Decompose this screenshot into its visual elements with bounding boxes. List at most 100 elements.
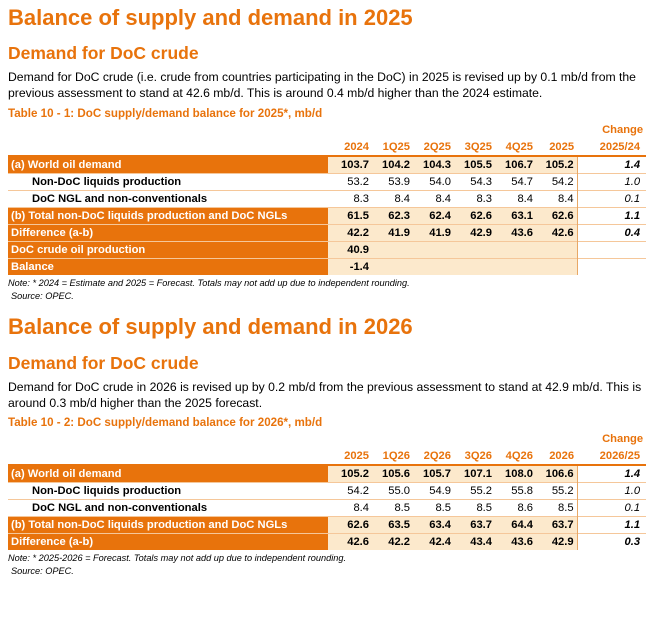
- row-label: (b) Total non-DoC liquids production and…: [8, 516, 328, 534]
- table-cell: 62.6: [454, 207, 495, 225]
- table-cell: [372, 241, 413, 259]
- table-cell: 55.0: [372, 482, 413, 500]
- change-cell: 0.1: [576, 190, 647, 208]
- table-cell: 42.4: [413, 533, 454, 550]
- col-header: 2026: [536, 446, 578, 466]
- table-cell: 106.6: [536, 464, 578, 483]
- table-cell: 107.1: [454, 464, 495, 483]
- table-cell: 8.5: [413, 499, 454, 517]
- table-cell: 104.3: [413, 155, 454, 174]
- col-header: 3Q26: [454, 446, 495, 466]
- table-cell: 64.4: [495, 516, 536, 534]
- col-header: 1Q26: [372, 446, 413, 466]
- table-cell: [413, 258, 454, 275]
- col-header: 2025: [328, 446, 372, 466]
- table-cell: 53.2: [328, 173, 372, 191]
- row-label: DoC NGL and non-conventionals: [8, 499, 328, 517]
- table-cell: -1.4: [328, 258, 372, 275]
- row-label: (a) World oil demand: [8, 464, 328, 483]
- table-caption-2025: Table 10 - 1: DoC supply/demand balance …: [8, 107, 323, 120]
- table-cell: 62.4: [413, 207, 454, 225]
- table-cell: 54.2: [328, 482, 372, 500]
- col-header: 2025/24: [577, 137, 647, 157]
- subtitle-2026: Demand for DoC crude: [8, 353, 199, 373]
- balance-table-2025: Change 2024 1Q25 2Q25 3Q25 4Q25 2025 202…: [8, 123, 647, 275]
- table-cell: 40.9: [328, 241, 372, 259]
- table-cell: 8.4: [495, 190, 536, 208]
- table-note-2025: Note: * 2024 = Estimate and 2025 = Forec…: [8, 278, 410, 288]
- table-source-2026: Source: OPEC.: [11, 566, 74, 576]
- row-label: Non-DoC liquids production: [8, 173, 328, 191]
- table-cell: 63.4: [413, 516, 454, 534]
- table-cell: 63.7: [454, 516, 495, 534]
- table-cell: 55.8: [495, 482, 536, 500]
- table-cell: 8.6: [495, 499, 536, 517]
- table-cell: 43.6: [495, 533, 536, 550]
- table-cell: 63.5: [372, 516, 413, 534]
- col-header: 1Q25: [372, 137, 413, 157]
- table-cell: 8.5: [536, 499, 578, 517]
- table-cell: 105.2: [536, 155, 578, 174]
- change-label-row: Change: [8, 432, 646, 446]
- change-cell: 1.0: [576, 173, 647, 191]
- table-cell: 41.9: [413, 224, 454, 242]
- col-header: 2026/25: [577, 446, 647, 466]
- table-cell: [495, 258, 536, 275]
- table-cell: 41.9: [372, 224, 413, 242]
- section-title-2025: Balance of supply and demand in 2025: [8, 5, 413, 30]
- col-header: 4Q26: [495, 446, 536, 466]
- row-label: Non-DoC liquids production: [8, 482, 328, 500]
- table-row: Difference (a-b) 42.2 41.9 41.9 42.9 43.…: [8, 224, 647, 242]
- table-cell: [536, 258, 578, 275]
- table-cell: 61.5: [328, 207, 372, 225]
- table-cell: 105.6: [372, 464, 413, 483]
- table-cell: 42.9: [536, 533, 578, 550]
- table-row: Balance -1.4: [8, 258, 647, 275]
- balance-table-2026: Change 2025 1Q26 2Q26 3Q26 4Q26 2026 202…: [8, 432, 647, 550]
- table-cell: 8.4: [372, 190, 413, 208]
- table-cell: [413, 241, 454, 259]
- table-row: DoC NGL and non-conventionals 8.3 8.4 8.…: [8, 190, 647, 208]
- table-row: DoC NGL and non-conventionals 8.4 8.5 8.…: [8, 499, 647, 517]
- change-cell: 1.0: [576, 482, 647, 500]
- table-cell: 54.0: [413, 173, 454, 191]
- table-cell: 8.3: [454, 190, 495, 208]
- table-header-row: 2024 1Q25 2Q25 3Q25 4Q25 2025 2025/24: [8, 137, 647, 157]
- row-label: DoC crude oil production: [8, 241, 328, 259]
- row-label: (b) Total non-DoC liquids production and…: [8, 207, 328, 225]
- change-cell: [576, 258, 647, 275]
- table-cell: 105.5: [454, 155, 495, 174]
- col-header: 2Q25: [413, 137, 454, 157]
- change-cell: 0.3: [576, 533, 647, 550]
- table-cell: 108.0: [495, 464, 536, 483]
- table-row: Difference (a-b) 42.6 42.2 42.4 43.4 43.…: [8, 533, 647, 550]
- change-cell: [576, 241, 647, 259]
- table-cell: 42.6: [328, 533, 372, 550]
- table-cell: 55.2: [454, 482, 495, 500]
- change-top-label: Change: [602, 433, 644, 445]
- table-note-2026: Note: * 2025-2026 = Forecast. Totals may…: [8, 553, 347, 563]
- table-cell: 54.3: [454, 173, 495, 191]
- table-row: Non-DoC liquids production 54.2 55.0 54.…: [8, 482, 647, 500]
- table-cell: [454, 241, 495, 259]
- table-header-row: 2025 1Q26 2Q26 3Q26 4Q26 2026 2026/25: [8, 446, 647, 466]
- table-cell: 105.2: [328, 464, 372, 483]
- table-cell: 105.7: [413, 464, 454, 483]
- table-cell: 42.6: [536, 224, 578, 242]
- table-cell: [536, 241, 578, 259]
- col-header: 4Q25: [495, 137, 536, 157]
- table-cell: 8.4: [328, 499, 372, 517]
- section-title-2026: Balance of supply and demand in 2026: [8, 314, 413, 339]
- table-cell: 8.3: [328, 190, 372, 208]
- table-cell: 103.7: [328, 155, 372, 174]
- table-cell: 42.2: [328, 224, 372, 242]
- paragraph-2026: Demand for DoC crude in 2026 is revised …: [8, 380, 642, 410]
- table-cell: 54.7: [495, 173, 536, 191]
- table-row: (a) World oil demand 103.7 104.2 104.3 1…: [8, 155, 647, 174]
- row-label: Balance: [8, 258, 328, 275]
- table-cell: 8.4: [413, 190, 454, 208]
- row-label: (a) World oil demand: [8, 155, 328, 174]
- change-cell: 0.1: [576, 499, 647, 517]
- table-caption-2026: Table 10 - 2: DoC supply/demand balance …: [8, 416, 323, 429]
- table-cell: 63.1: [495, 207, 536, 225]
